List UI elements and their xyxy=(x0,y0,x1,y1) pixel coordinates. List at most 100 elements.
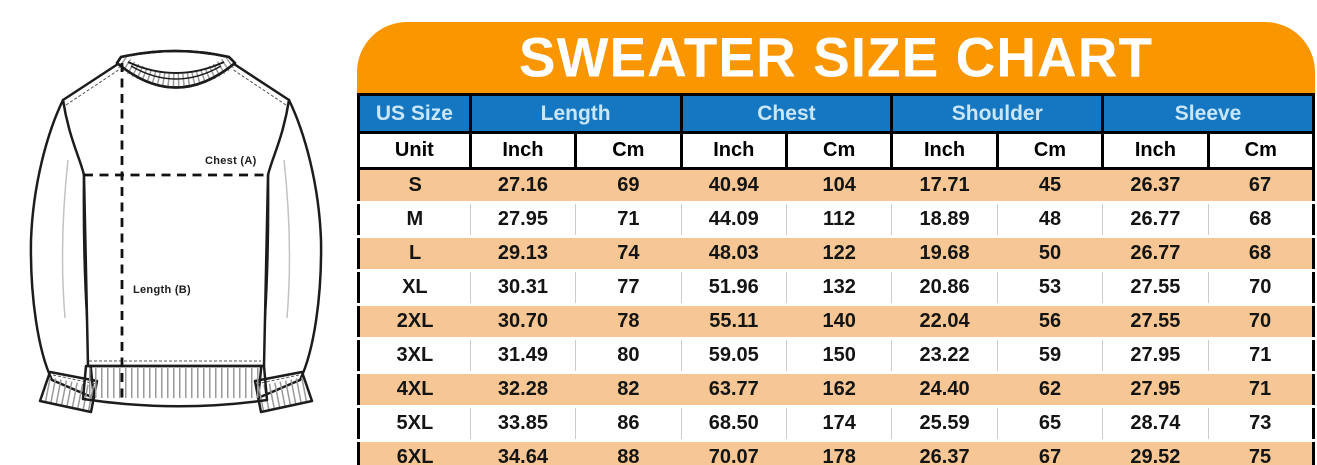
value-cell: 55.11 xyxy=(681,303,787,339)
sweater-diagram: Chest (A) Length (B) xyxy=(0,0,356,465)
value-cell: 68 xyxy=(1207,201,1314,237)
value-cell: 40.94 xyxy=(681,167,787,203)
table-row-6xl: 6XL 34.64 88 70.07 178 26.37 67 29.52 75 xyxy=(358,439,1314,465)
right-cuff-stitch xyxy=(255,374,300,385)
value-cell: 73 xyxy=(1207,405,1314,441)
value-cell: 69 xyxy=(575,167,682,203)
value-cell: 20.86 xyxy=(891,269,998,305)
value-cell: 25.59 xyxy=(891,405,998,441)
size-cell-6xl: 6XL xyxy=(358,439,471,465)
size-chart-panel: SWEATER SIZE CHART US Size Length Chest Sho… xyxy=(357,22,1316,465)
table-row-m: M 27.95 71 44.09 112 18.89 48 26.77 68 xyxy=(358,201,1314,237)
value-cell: 56 xyxy=(997,303,1103,339)
value-cell: 68.50 xyxy=(680,405,787,441)
value-cell: 174 xyxy=(785,405,892,441)
table-row-3xl: 3XL 31.49 80 59.05 150 23.22 59 27.95 71 xyxy=(358,337,1314,373)
right-shoulder-stitch xyxy=(231,68,287,106)
value-cell: 23.22 xyxy=(891,337,998,373)
col-header-shoulder: Shoulder xyxy=(890,93,1105,134)
value-cell: 74 xyxy=(575,235,682,271)
value-cell: 67 xyxy=(997,439,1103,465)
right-sleeve-fold-line xyxy=(283,159,291,319)
col-header-us-size: US Size xyxy=(357,93,472,134)
value-cell: 32.28 xyxy=(470,371,576,407)
value-cell: 77 xyxy=(575,269,682,305)
value-cell: 45 xyxy=(997,167,1103,203)
value-cell: 178 xyxy=(786,439,892,465)
value-cell: 62 xyxy=(997,371,1103,407)
left-shoulder-stitch xyxy=(65,68,121,106)
value-cell: 17.71 xyxy=(891,167,998,203)
value-cell: 51.96 xyxy=(680,269,787,305)
sweater-drawing xyxy=(29,49,323,414)
value-cell: 112 xyxy=(785,201,892,237)
value-cell: 28.74 xyxy=(1102,405,1209,441)
col-header-length: Length xyxy=(468,93,683,134)
value-cell: 44.09 xyxy=(680,201,787,237)
value-cell: 122 xyxy=(786,235,892,271)
value-cell: 140 xyxy=(786,303,892,339)
value-cell: 80 xyxy=(575,337,682,373)
value-cell: 27.95 xyxy=(469,201,576,237)
size-cell-s: S xyxy=(358,167,471,203)
value-cell: 104 xyxy=(786,167,892,203)
unit-header-shoulder-inch: Inch xyxy=(890,131,999,170)
value-cell: 27.55 xyxy=(1102,303,1209,339)
value-cell: 59.05 xyxy=(680,337,787,373)
value-cell: 82 xyxy=(575,371,682,407)
value-cell: 18.89 xyxy=(891,201,998,237)
size-table-head: US Size Length Chest Shoulder Sleeve Unit Inc… xyxy=(357,93,1316,170)
value-cell: 19.68 xyxy=(891,235,998,271)
table-row-5xl: 5XL 33.85 86 68.50 174 25.59 65 28.74 73 xyxy=(358,405,1314,441)
value-cell: 71 xyxy=(1207,337,1314,373)
value-cell: 70 xyxy=(1208,303,1314,339)
col-header-sleeve: Sleeve xyxy=(1101,93,1315,134)
value-cell: 26.37 xyxy=(891,439,998,465)
left-sleeve-fold-line xyxy=(61,159,69,319)
table-row-l: L 29.13 74 48.03 122 19.68 50 26.77 68 xyxy=(358,235,1314,271)
unit-header-sleeve-inch: Inch xyxy=(1101,131,1210,170)
chest-measurement-label: Chest (A) xyxy=(205,155,257,167)
unit-header-sleeve-cm: Cm xyxy=(1206,131,1316,170)
unit-header-chest-cm: Cm xyxy=(784,131,894,170)
value-cell: 48 xyxy=(996,201,1103,237)
value-cell: 29.52 xyxy=(1102,439,1209,465)
length-measurement-label: Length (B) xyxy=(133,284,191,296)
size-cell-2xl: 2XL xyxy=(358,303,471,339)
left-cuff xyxy=(38,370,99,414)
value-cell: 53 xyxy=(996,269,1103,305)
value-cell: 68 xyxy=(1208,235,1314,271)
value-cell: 27.16 xyxy=(470,167,576,203)
size-cell-m: M xyxy=(358,201,471,237)
table-row-2xl: 2XL 30.70 78 55.11 140 22.04 56 27.55 70 xyxy=(358,303,1314,339)
left-cuff-rib xyxy=(44,377,96,412)
size-cell-l: L xyxy=(358,235,471,271)
value-cell: 70.07 xyxy=(681,439,787,465)
value-cell: 59 xyxy=(996,337,1103,373)
value-cell: 50 xyxy=(997,235,1103,271)
chart-title: SWEATER SIZE CHART xyxy=(518,25,1154,89)
table-row-4xl: 4XL 32.28 82 63.77 162 24.40 62 27.95 71 xyxy=(358,371,1314,407)
value-cell: 22.04 xyxy=(891,303,998,339)
size-table-body: S 27.16 69 40.94 104 17.71 45 26.37 67 M 27.95 71 44… xyxy=(358,167,1314,465)
unit-header-length-inch: Inch xyxy=(468,131,578,170)
value-cell: 33.85 xyxy=(469,405,576,441)
size-table: US Size Length Chest Shoulder Sleeve Unit Inc… xyxy=(357,93,1316,465)
size-cell-4xl: 4XL xyxy=(358,371,471,407)
value-cell: 75 xyxy=(1208,439,1314,465)
collar-band-outline xyxy=(115,49,237,89)
value-cell: 27.95 xyxy=(1102,337,1209,373)
value-cell: 34.64 xyxy=(470,439,576,465)
value-cell: 88 xyxy=(575,439,682,465)
table-row-s: S 27.16 69 40.94 104 17.71 45 26.37 67 xyxy=(358,167,1314,203)
group-header-row: US Size Length Chest Shoulder Sleeve xyxy=(357,93,1315,134)
left-cuff-stitch xyxy=(52,374,97,385)
hem-band xyxy=(81,364,269,408)
value-cell: 86 xyxy=(575,405,682,441)
value-cell: 67 xyxy=(1208,167,1314,203)
col-header-chest: Chest xyxy=(679,93,894,134)
right-cuff xyxy=(253,370,314,414)
collar-inner-arc-2 xyxy=(130,65,222,80)
value-cell: 78 xyxy=(575,303,682,339)
size-cell-3xl: 3XL xyxy=(358,337,471,373)
